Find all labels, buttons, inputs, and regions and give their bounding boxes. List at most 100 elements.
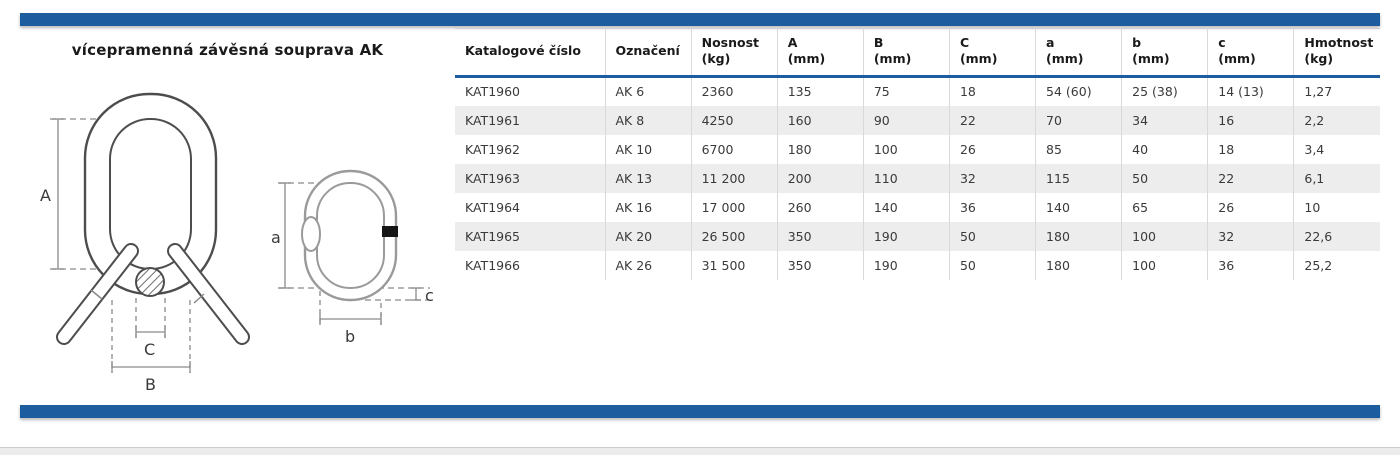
table-cell: 50 [949, 250, 1037, 280]
table-cell: 190 [863, 250, 950, 280]
table-cell: 115 [1035, 163, 1123, 193]
table-cell: 190 [863, 221, 950, 251]
table-cell: AK 20 [605, 221, 692, 251]
table-cell: 260 [777, 192, 864, 222]
table-cell: KAT1966 [455, 250, 606, 280]
table-cell: 17 000 [691, 192, 778, 222]
table-cell: 180 [1035, 250, 1123, 280]
table-cell: 18 [1207, 134, 1295, 164]
wire-cross-section [135, 267, 165, 297]
table-cell: 100 [1121, 221, 1209, 251]
table-row: KAT1963 AK 13 11 200 200 110 32 115 50 22 6,1 [455, 163, 1380, 193]
column-header: C (mm) [949, 28, 1037, 78]
table-cell: 36 [1207, 250, 1295, 280]
table-cell: 350 [777, 221, 864, 251]
table-cell: 22 [1207, 163, 1295, 193]
table-cell: 26 [949, 134, 1037, 164]
table-cell: 135 [777, 76, 864, 106]
detail-link-ring [303, 169, 398, 302]
table-cell: 90 [863, 105, 950, 135]
top-accent-bar [20, 13, 1380, 26]
table-cell: 31 500 [691, 250, 778, 280]
table-cell: 65 [1121, 192, 1209, 222]
table-cell: 2360 [691, 76, 778, 106]
table-cell: 3,4 [1304, 141, 1325, 157]
dimension-C [135, 298, 166, 338]
table-cell: KAT1963 [455, 163, 606, 193]
table-cell: KAT1965 [455, 221, 606, 251]
column-header: Nosnost (kg) [691, 28, 778, 78]
dim-label-a: a [271, 228, 281, 247]
table-cell: 32 [949, 163, 1037, 193]
table-cell: AK 8 [605, 105, 692, 135]
table-row: KAT1965 AK 20 26 500 350 190 50 180 100 32 22,6 [455, 221, 1380, 251]
page-title: vícepramenná závěsná souprava AK [71, 41, 384, 59]
column-header: Katalogové číslo [455, 28, 606, 78]
table-cell: 32 [1207, 221, 1295, 251]
table-cell: 140 [1035, 192, 1123, 222]
table-cell: 22,6 [1304, 228, 1333, 244]
table-cell: 70 [1035, 105, 1123, 135]
table-cell: 180 [1035, 221, 1123, 251]
table-cell: 26 [1207, 192, 1295, 222]
spec-table-header-row: Katalogové číslo Označení Nosnost (kg) A (mm)… [455, 28, 1380, 78]
column-header: c (mm) [1207, 28, 1295, 78]
table-row: KAT1960 AK 6 2360 135 75 18 54 (60) 25 (38) 14 (… [455, 76, 1380, 106]
table-cell: 180 [777, 134, 864, 164]
table-cell: 36 [949, 192, 1037, 222]
table-cell: 110 [863, 163, 950, 193]
table-cell: 26 500 [691, 221, 778, 251]
weld-mark [301, 216, 321, 252]
column-header: A (mm) [777, 28, 864, 78]
dimension-B [111, 300, 191, 373]
table-cell: 10 [1304, 199, 1321, 215]
table-cell: 16 [1207, 105, 1295, 135]
table-cell: 6700 [691, 134, 778, 164]
table-row: KAT1964 AK 16 17 000 260 140 36 140 65 26 10 [455, 192, 1380, 222]
column-header: Označení [605, 28, 692, 78]
table-cell: 4250 [691, 105, 778, 135]
table-cell: 50 [949, 221, 1037, 251]
table-cell: 34 [1121, 105, 1209, 135]
table-cell: AK 26 [605, 250, 692, 280]
marking-band [382, 226, 398, 237]
table-cell: 18 [949, 76, 1037, 106]
dimension-b [319, 291, 382, 325]
product-pane: vícepramenná závěsná souprava AK A [0, 26, 455, 405]
table-cell: 11 200 [691, 163, 778, 193]
table-cell: 2,2 [1304, 112, 1325, 128]
table-cell: 85 [1035, 134, 1123, 164]
bottom-accent-bar [20, 405, 1380, 418]
column-header: B (mm) [863, 28, 950, 78]
column-header: a (mm) [1035, 28, 1123, 78]
content-area: vícepramenná závěsná souprava AK A [0, 26, 1400, 405]
table-cell: 25 (38) [1121, 76, 1209, 106]
table-cell: 6,1 [1304, 170, 1325, 186]
table-cell: KAT1962 [455, 134, 606, 164]
link-detail-diagram: a c b [271, 169, 434, 346]
table-cell: 40 [1121, 134, 1209, 164]
table-cell: 22 [949, 105, 1037, 135]
column-header: b (mm) [1121, 28, 1209, 78]
spec-table: Katalogové číslo Označení Nosnost (kg) A (mm)… [455, 28, 1380, 280]
table-cell: 100 [863, 134, 950, 164]
dimension-c [365, 287, 430, 301]
table-cell: AK 13 [605, 163, 692, 193]
table-cell: 75 [863, 76, 950, 106]
table-row: KAT1966 AK 26 31 500 350 190 50 180 100 36 25,2 [455, 250, 1380, 280]
footer-strip [0, 447, 1400, 455]
table-cell: KAT1960 [455, 76, 606, 106]
master-link-diagram: A [40, 92, 250, 394]
sling-legs [56, 243, 250, 345]
table-cell: 1,27 [1304, 84, 1333, 100]
table-cell: 350 [777, 250, 864, 280]
table-cell: AK 16 [605, 192, 692, 222]
table-cell: 14 (13) [1207, 76, 1295, 106]
table-cell: 100 [1121, 250, 1209, 280]
table-cell: 160 [777, 105, 864, 135]
dim-label-A: A [40, 186, 51, 205]
table-cell: 50 [1121, 163, 1209, 193]
dim-label-b: b [345, 327, 355, 346]
table-cell: 140 [863, 192, 950, 222]
table-cell: 200 [777, 163, 864, 193]
